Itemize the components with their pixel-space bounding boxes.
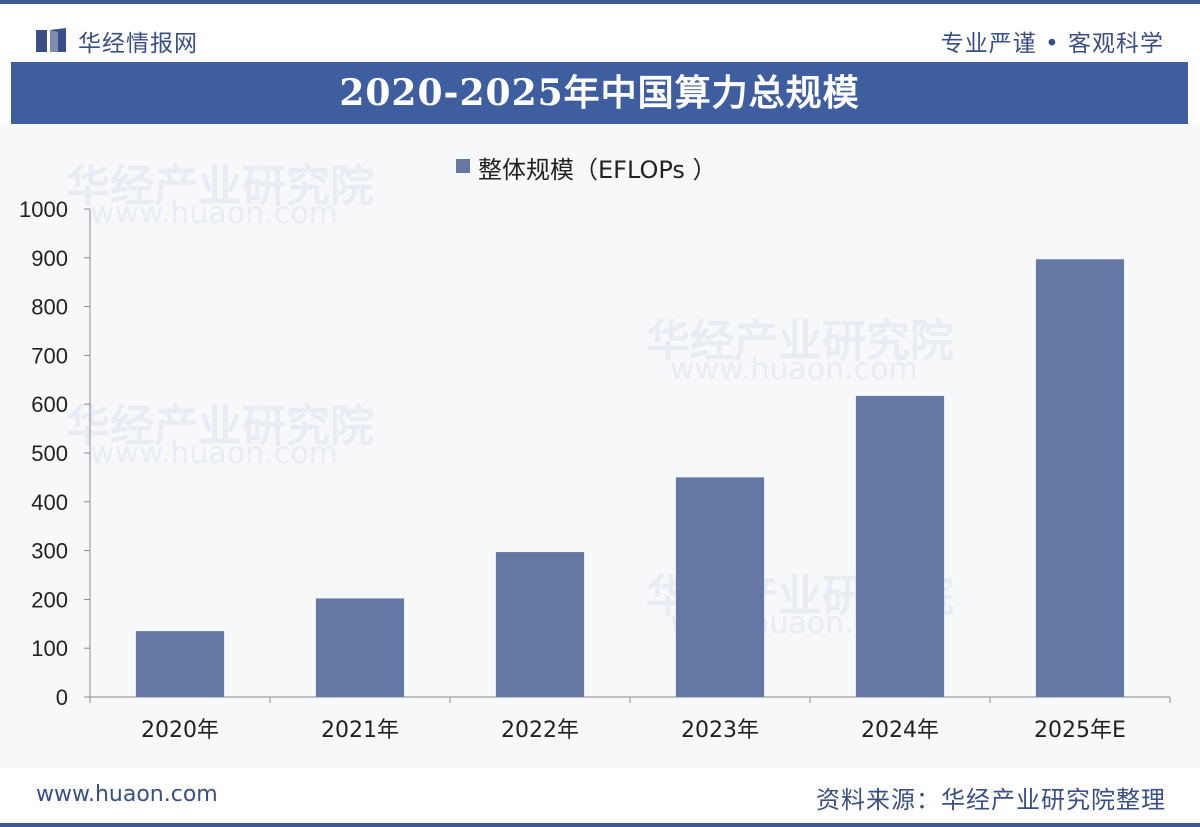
bar [315, 598, 405, 697]
y-tick-label: 100 [31, 636, 68, 661]
header: 华经情报网 专业严谨 • 客观科学 [0, 4, 1200, 64]
top-border [0, 0, 1200, 4]
bar [855, 395, 945, 697]
chart-title: 2020-2025年中国算力总规模 [11, 62, 1188, 124]
footer-source: 资料来源：华经产业研究院整理 [816, 786, 1166, 814]
y-tick-label: 800 [31, 295, 68, 320]
x-tick-label: 2025年E [1034, 718, 1126, 743]
y-tick-label: 700 [31, 343, 68, 368]
bar [675, 477, 765, 697]
y-tick-label: 600 [31, 392, 68, 417]
y-tick-label: 900 [31, 246, 68, 271]
legend-swatch [456, 159, 470, 173]
bar [495, 552, 585, 697]
y-tick-label: 400 [31, 490, 68, 515]
footer: www.huaon.com 资料来源：华经产业研究院整理 [0, 768, 1200, 823]
y-tick-label: 200 [31, 587, 68, 612]
x-tick-label: 2020年 [141, 718, 219, 743]
x-tick-label: 2022年 [501, 718, 579, 743]
y-tick-label: 300 [31, 539, 68, 564]
motto: 专业严谨 • 客观科学 [940, 31, 1164, 57]
footer-url: www.huaon.com [36, 782, 218, 807]
huajing-logo-icon [36, 28, 66, 52]
bar-chart: 0 100 200 300 400 500 600 700 800 900 1000 2020年 202… [19, 197, 1171, 743]
y-tick-label: 1000 [19, 197, 68, 222]
y-tick-label: 500 [31, 441, 68, 466]
y-tick-label: 0 [56, 685, 68, 710]
bottom-border [0, 823, 1200, 827]
bar [135, 631, 225, 697]
x-tick-label: 2024年 [861, 718, 939, 743]
x-tick-label: 2023年 [681, 718, 759, 743]
brand-name: 华经情报网 [78, 31, 198, 57]
legend-label: 整体规模（EFLOPs ） [478, 156, 717, 184]
x-tick-label: 2021年 [321, 718, 399, 743]
bar [1035, 259, 1125, 697]
